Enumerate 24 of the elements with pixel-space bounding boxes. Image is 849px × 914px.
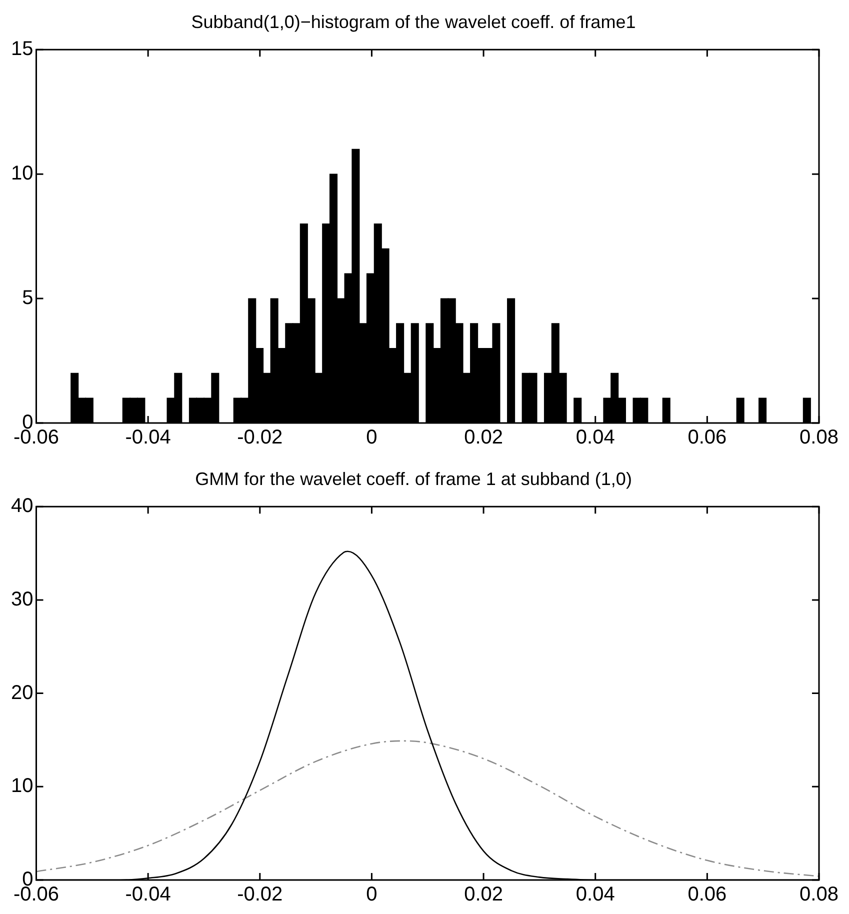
x-tick-label: -0.02 <box>237 426 283 449</box>
x-tick-label: 0.08 <box>800 884 838 906</box>
x-tick-label: 0.06 <box>688 426 727 449</box>
y-tick-label: 10 <box>10 775 34 798</box>
y-tick-label: 10 <box>10 162 34 185</box>
chart-title: GMM for the wavelet coeff. of frame 1 at subband (1,0) <box>195 468 632 489</box>
y-tick-label: 5 <box>22 287 34 310</box>
x-tick-label: 0.02 <box>464 884 504 906</box>
x-tick-label: 0.04 <box>576 884 615 906</box>
x-tick-label: 0 <box>366 426 378 449</box>
y-tick-label: 30 <box>10 588 34 610</box>
y-tick-label: 15 <box>10 38 34 60</box>
chart-title: Subband(1,0)−histogram of the wavelet coeff. of frame1 <box>191 12 636 32</box>
x-tick-label: -0.04 <box>125 884 171 906</box>
x-tick-label: 0.04 <box>576 426 615 449</box>
x-tick-label: -0.02 <box>237 884 283 906</box>
y-tick-label: 40 <box>10 495 34 518</box>
x-tick-label: -0.04 <box>125 426 171 449</box>
x-tick-label: 0.02 <box>464 426 504 449</box>
x-tick-label: 0 <box>366 884 378 906</box>
line-series <box>36 740 819 877</box>
y-tick-label: 20 <box>10 682 34 704</box>
x-tick-label: 0.06 <box>688 884 727 906</box>
x-tick-label: 0.08 <box>800 426 838 449</box>
